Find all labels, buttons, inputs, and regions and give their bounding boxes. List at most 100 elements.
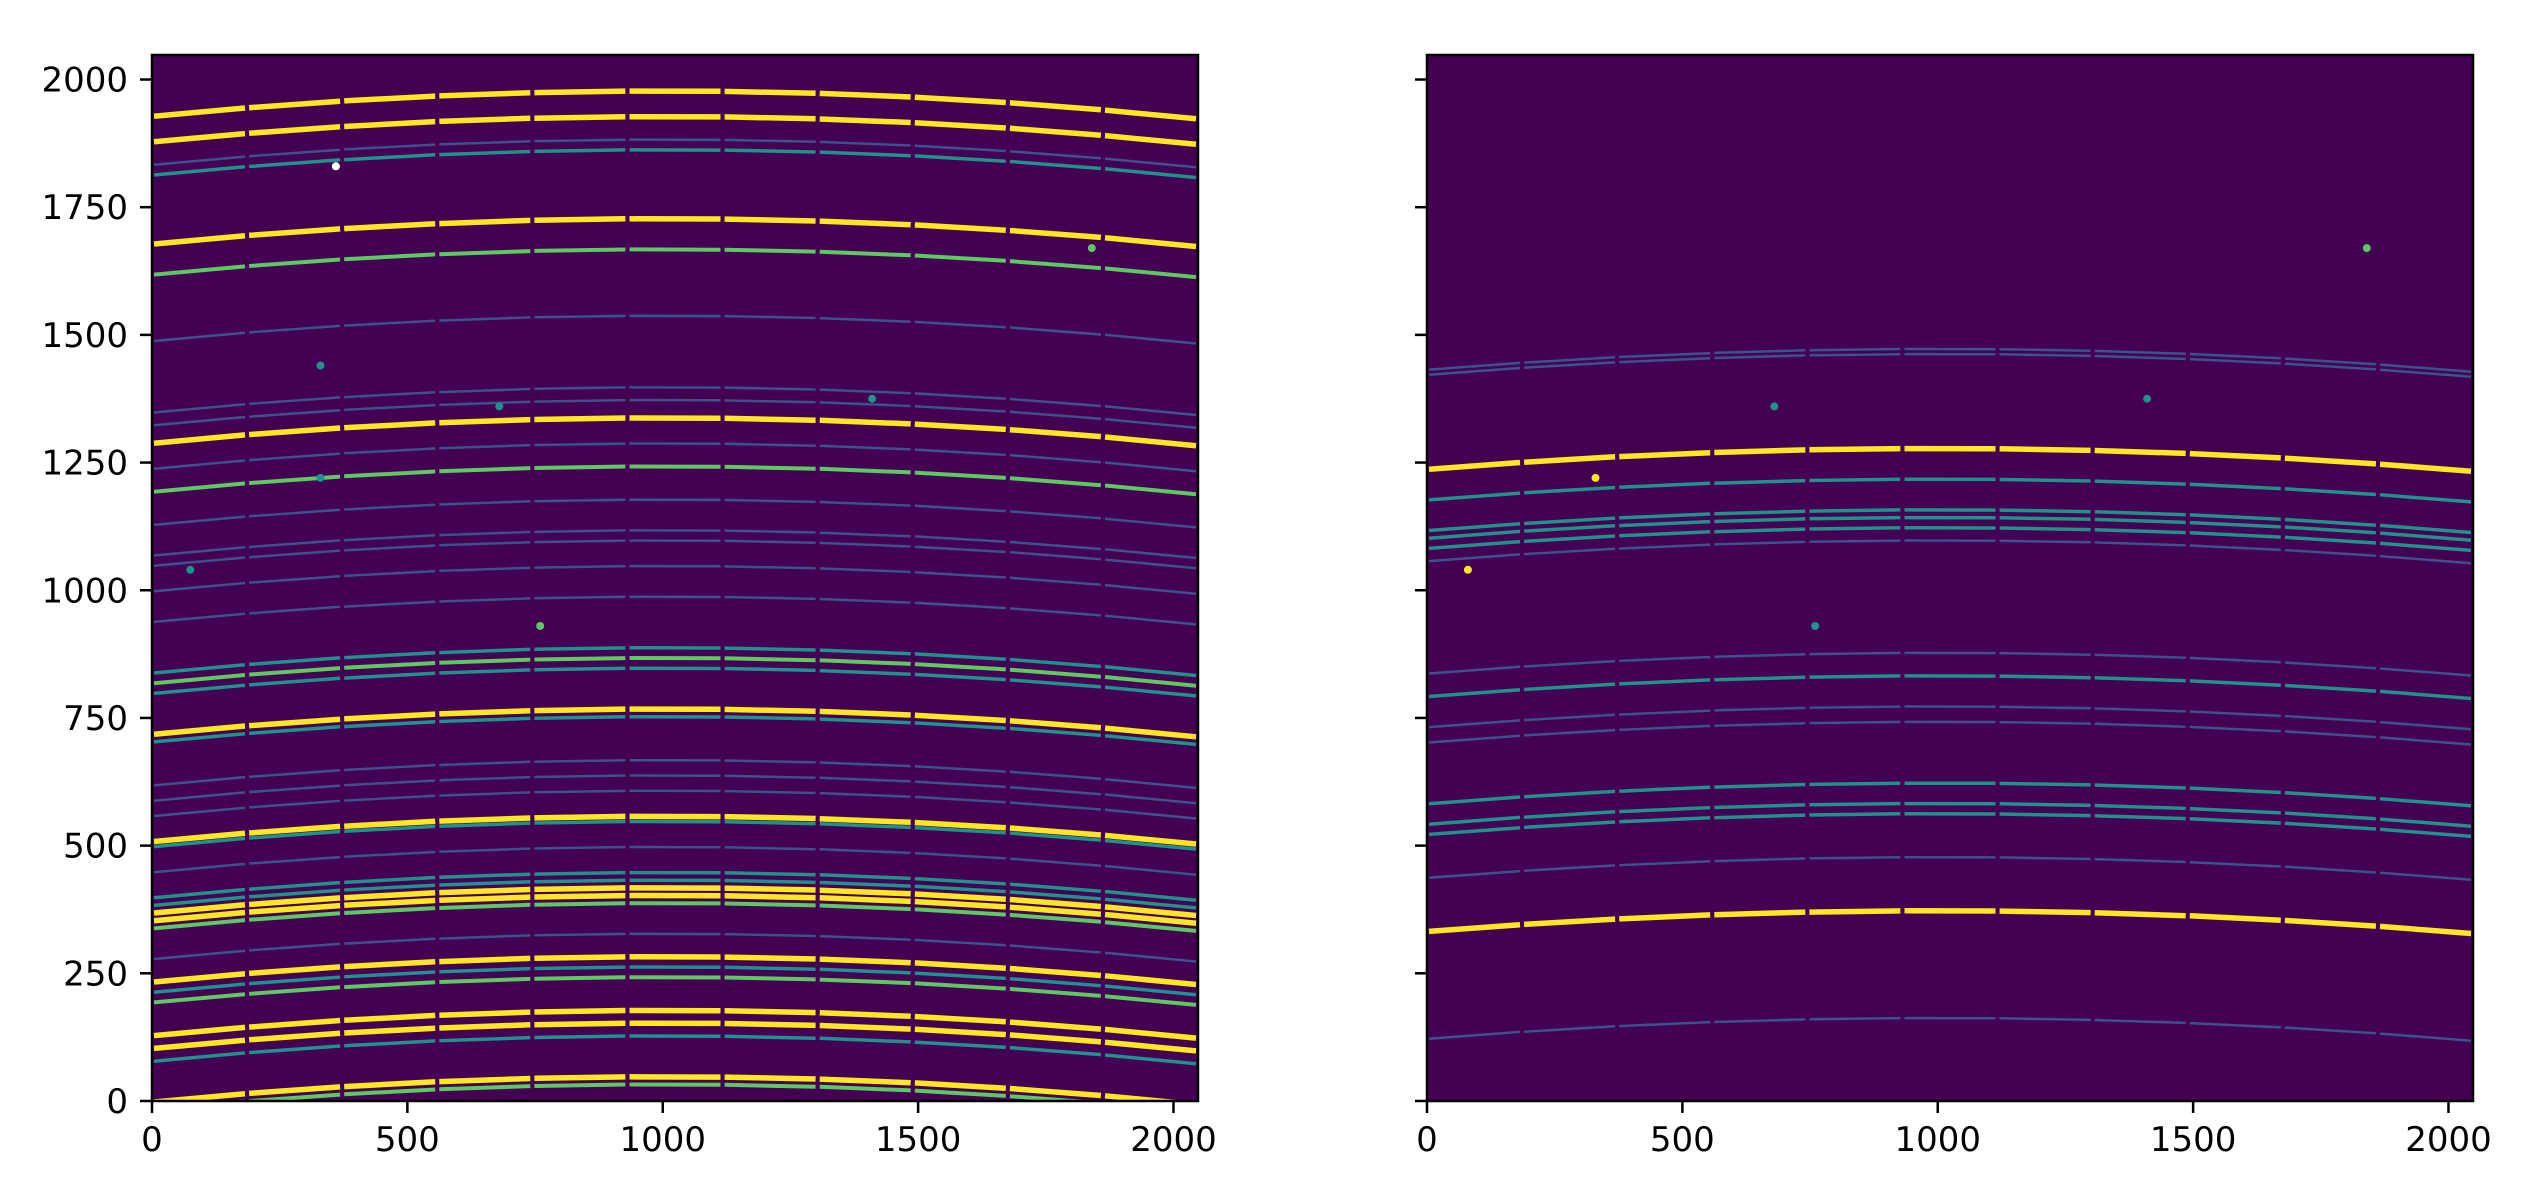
line-segment [819, 1084, 911, 1093]
line-segment [1714, 354, 1806, 360]
line-segment [724, 646, 816, 652]
line-segment [344, 959, 436, 970]
line-segment [724, 706, 816, 715]
line-segment [2189, 544, 2281, 552]
line-segment [724, 901, 816, 908]
spectral-line-17 [153, 646, 1197, 678]
spectral-line-5 [1428, 515, 2472, 542]
line-segment [534, 88, 626, 96]
line-segment [248, 676, 341, 687]
line-segment [1809, 508, 1901, 513]
line-segment [2284, 362, 2376, 371]
line-segment [344, 1039, 436, 1048]
x-tick-label: 1000 [1894, 1120, 1981, 1160]
line-segment [534, 539, 626, 544]
spectral-line-6 [1428, 526, 2472, 553]
line-segment [1999, 539, 2091, 544]
line-segment [153, 971, 246, 985]
line-segment [248, 474, 341, 486]
line-segment [914, 535, 1006, 543]
line-segment [439, 821, 531, 828]
line-segment [1523, 534, 1616, 544]
x-tick-label: 2000 [1130, 1120, 1217, 1160]
line-segment [2094, 707, 2186, 713]
line-segment [914, 721, 1006, 730]
line-segment [344, 600, 436, 608]
line-segment [1523, 820, 1616, 830]
line-segment [344, 850, 436, 859]
line-segment [724, 88, 816, 97]
line-segment [1619, 543, 1711, 550]
line-segment [153, 432, 246, 446]
spectral-line-20 [153, 706, 1197, 740]
line-segment [344, 1079, 436, 1090]
line-segment [534, 113, 626, 121]
line-segment [344, 818, 436, 829]
line-segment [1619, 709, 1711, 716]
line-segment [439, 1084, 531, 1092]
line-segment [534, 1034, 626, 1040]
line-segment [344, 403, 436, 412]
line-segment [153, 806, 246, 818]
line-segment [248, 888, 341, 899]
line-segment [2379, 1032, 2472, 1042]
line-segment [1009, 227, 1102, 241]
line-segment [724, 114, 816, 122]
line-segment [1104, 614, 1197, 626]
heatmap-background [1427, 55, 2473, 1101]
line-segment [1009, 986, 1102, 998]
line-segment [1999, 477, 2091, 483]
spectral-line-12 [1428, 781, 2472, 808]
line-segment [1104, 132, 1197, 148]
line-segment [819, 668, 911, 676]
line-segment [2094, 349, 2186, 356]
line-segment [2189, 817, 2281, 825]
line-segment [1809, 812, 1901, 817]
line-segment [344, 763, 436, 772]
line-segment [534, 1074, 626, 1082]
line-segment [344, 890, 436, 901]
line-segment [724, 595, 816, 601]
line-segment [819, 140, 911, 147]
line-segment [1619, 481, 1711, 490]
line-segment [1523, 810, 1616, 819]
line-segment [2189, 786, 2281, 795]
line-segment [1619, 449, 1711, 460]
line-segment [2284, 865, 2376, 874]
line-segment [1009, 976, 1102, 988]
line-segment [819, 116, 911, 126]
bright-spot-3 [1811, 622, 1820, 630]
line-segment [439, 89, 531, 99]
line-segment [1999, 526, 2091, 532]
spectral-line-4 [1428, 508, 2472, 535]
line-segment [439, 707, 531, 717]
line-segment [1999, 812, 2091, 818]
line-segment [1714, 675, 1806, 682]
line-segment [249, 452, 341, 462]
line-segment [1428, 665, 1521, 675]
line-segment [344, 883, 436, 892]
line-segment [1104, 889, 1197, 902]
line-segment [1104, 583, 1197, 596]
line-segment [819, 977, 911, 986]
line-segment [2189, 710, 2281, 718]
line-segment [1009, 259, 1102, 271]
line-segment [1619, 351, 1711, 359]
line-segment [724, 819, 816, 826]
line-segment [1104, 548, 1197, 560]
line-segment [439, 149, 531, 157]
line-segment [1104, 675, 1197, 688]
line-segment [724, 813, 816, 822]
line-segment [248, 158, 341, 169]
line-segment [439, 815, 531, 824]
line-segment [2284, 714, 2376, 724]
line-segment [1009, 550, 1101, 561]
line-segment [1809, 1016, 1901, 1021]
line-segment [724, 498, 816, 504]
line-segment [1714, 478, 1806, 485]
line-segment [534, 789, 626, 794]
line-segment [439, 880, 531, 887]
spectral-line-15 [153, 564, 1197, 596]
line-segment [248, 975, 341, 986]
spectral-line-6 [153, 314, 1197, 345]
